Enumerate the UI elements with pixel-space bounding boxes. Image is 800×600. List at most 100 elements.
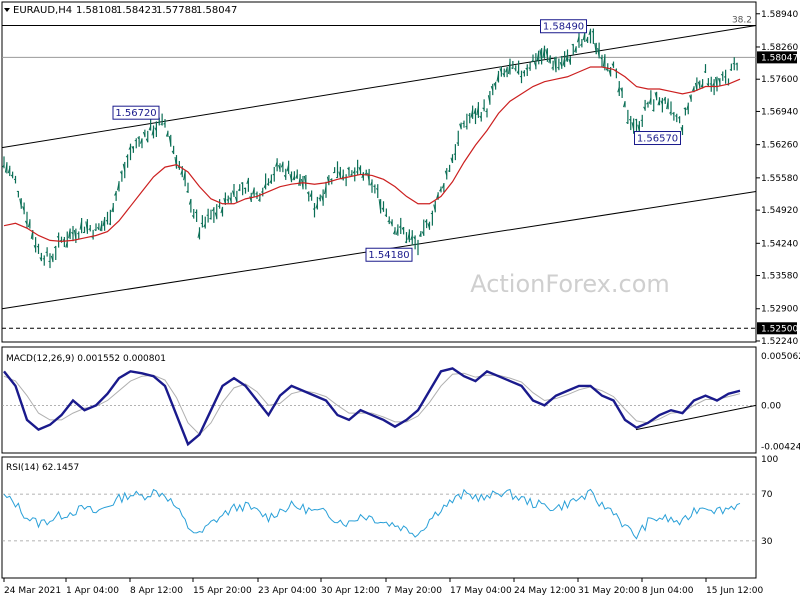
price-y-tick-label: 1.58940	[761, 10, 798, 20]
price-bar-tick	[545, 49, 548, 58]
price-bar-tick	[634, 118, 637, 121]
price-bar-tick	[243, 187, 246, 190]
support-price-label: 1.52500	[761, 324, 798, 334]
fib-label: 38.2	[732, 15, 752, 25]
price-bar-tick	[298, 176, 301, 186]
dropdown-triangle-icon[interactable]	[4, 8, 10, 12]
macd-line	[3, 367, 741, 447]
price-bar-tick	[559, 62, 563, 67]
x-tick-label: 8 Apr 12:00	[130, 586, 183, 596]
price-bar-tick	[577, 36, 580, 43]
price-bar-tick	[582, 32, 586, 41]
price-bar-tick	[390, 221, 393, 226]
price-bar-tick	[160, 123, 163, 125]
price-bar-tick	[137, 137, 140, 140]
price-bar-tick	[654, 92, 658, 100]
price-bar-tick	[496, 73, 499, 82]
price-bar-tick	[71, 231, 74, 235]
price-bar-tick	[289, 173, 292, 182]
price-bar-tick	[652, 109, 654, 112]
current-price-label: 1.58047	[761, 53, 798, 63]
price-bar-tick	[648, 97, 652, 104]
price-bar-tick	[600, 57, 603, 60]
price-bar-tick	[148, 125, 152, 131]
price-bar-tick	[111, 206, 114, 213]
price-y-tick-label: 1.57600	[761, 75, 798, 85]
price-bar-tick	[539, 49, 543, 63]
price-bar-tick	[332, 171, 335, 174]
price-bar-tick	[154, 127, 157, 132]
price-bar-tick	[321, 195, 324, 202]
price-bar-tick	[427, 223, 430, 229]
x-tick-label: 17 May 04:00	[450, 586, 512, 596]
price-bar-tick	[119, 171, 123, 175]
annotation-box	[540, 19, 587, 34]
price-bar-tick	[234, 196, 238, 203]
price-bar-tick	[637, 124, 640, 133]
price-bar-tick	[295, 174, 298, 179]
price-bar-tick	[252, 187, 255, 195]
annotation-label: 1.56720	[115, 108, 156, 119]
price-bar-tick	[45, 251, 48, 253]
price-bar-tick	[194, 211, 197, 214]
price-bar-tick	[96, 227, 100, 230]
macd-title: MACD(12,26,9) 0.001552 0.000801	[6, 354, 166, 364]
price-bar-tick	[125, 155, 129, 158]
price-bar-tick	[237, 188, 241, 191]
price-bar-tick	[528, 67, 531, 70]
price-bar-tick	[53, 245, 57, 249]
price-bar-tick	[689, 95, 692, 101]
price-bar-tick	[519, 75, 522, 78]
macd-y-tick-label: 0.005062	[761, 352, 800, 362]
price-bar-tick	[88, 227, 91, 231]
macd-signal-line	[3, 372, 741, 436]
price-bar-tick	[326, 176, 330, 185]
price-bar-tick	[186, 190, 189, 193]
price-bar-tick	[602, 55, 606, 67]
price-bar-tick	[683, 107, 686, 110]
channel-upper-line	[1, 24, 757, 149]
price-bar-tick	[249, 196, 252, 202]
price-bar-tick	[128, 146, 131, 150]
price-bar-tick	[286, 164, 290, 172]
price-bar-tick	[485, 110, 488, 113]
price-bar-tick	[114, 191, 117, 196]
header-symbol: EURAUD,H4	[13, 5, 72, 16]
price-bar-tick	[122, 163, 126, 172]
price-bar-tick	[551, 66, 554, 69]
price-bar-tick	[450, 157, 453, 164]
price-bar-tick	[7, 167, 11, 174]
price-bar-tick	[666, 99, 669, 110]
price-bar-tick	[620, 87, 623, 93]
price-bar-tick	[660, 100, 663, 105]
price-bar-tick	[303, 175, 307, 187]
price-bar-tick	[226, 199, 229, 202]
price-bar-tick	[338, 171, 341, 178]
price-bar-tick	[301, 178, 304, 189]
price-bar-tick	[355, 171, 358, 173]
price-bar-tick	[717, 78, 721, 83]
price-bar-tick	[686, 104, 689, 111]
header-high: 1.58423	[116, 5, 157, 16]
annotation-label: 1.58490	[543, 22, 584, 33]
price-bar-tick	[102, 217, 106, 227]
price-bar-tick	[657, 99, 660, 106]
price-bar-tick	[401, 227, 405, 231]
chart-header: EURAUD,H4 1.58108 1.58423 1.57788 1.5804…	[4, 5, 237, 16]
price-bar-tick	[626, 121, 629, 124]
price-y-tick-label: 1.58260	[761, 43, 798, 53]
price-bar-tick	[145, 138, 149, 143]
price-bar-tick	[470, 109, 474, 118]
rsi-title: RSI(14) 62.1457	[6, 463, 79, 473]
price-bar-tick	[246, 178, 249, 185]
price-bar-tick	[157, 121, 160, 124]
price-bar-tick	[315, 203, 318, 209]
annotation-label: 1.56570	[637, 134, 678, 145]
price-bar-tick	[735, 62, 738, 65]
price-bar-tick	[482, 107, 485, 110]
price-bar-tick	[85, 221, 88, 232]
x-tick-label: 7 May 20:00	[386, 586, 442, 596]
price-bar-tick	[91, 236, 94, 238]
macd-trendline	[635, 404, 757, 431]
price-bar-tick	[663, 97, 666, 101]
